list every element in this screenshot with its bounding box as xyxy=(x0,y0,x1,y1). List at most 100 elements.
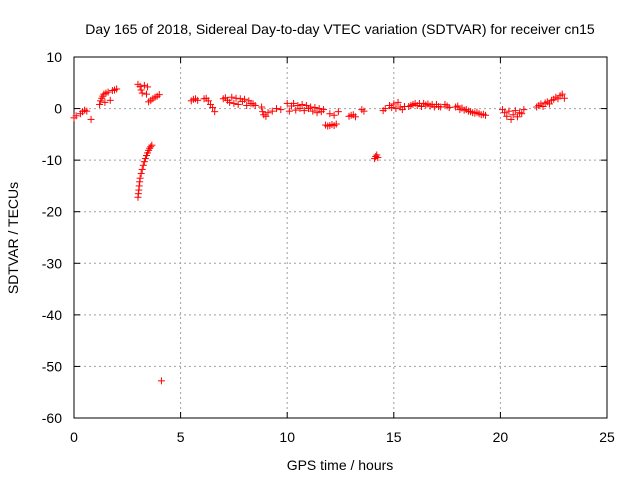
data-point xyxy=(437,103,445,111)
y-tick-label: -10 xyxy=(42,152,62,168)
data-point xyxy=(258,103,266,111)
data-point xyxy=(392,105,400,113)
x-tick-label: 25 xyxy=(599,429,615,445)
data-point xyxy=(454,102,462,110)
x-tick-label: 15 xyxy=(386,429,402,445)
data-point xyxy=(241,95,249,103)
data-point xyxy=(140,158,148,166)
data-point xyxy=(374,154,382,162)
data-point xyxy=(87,115,95,123)
data-point xyxy=(300,107,308,115)
data-point xyxy=(319,106,327,114)
data-point xyxy=(298,100,306,108)
data-point xyxy=(283,99,291,107)
data-point xyxy=(147,143,155,151)
data-point xyxy=(140,81,148,89)
y-tick-label: -30 xyxy=(42,255,62,271)
data-point xyxy=(157,377,165,385)
y-tick-label: -50 xyxy=(42,358,62,374)
data-point xyxy=(137,86,145,94)
data-point xyxy=(277,106,285,114)
x-tick-label: 0 xyxy=(70,429,78,445)
data-point xyxy=(388,104,396,112)
data-point xyxy=(290,99,298,107)
data-point xyxy=(503,112,511,120)
data-point xyxy=(243,101,251,109)
data-point xyxy=(72,112,80,120)
data-point xyxy=(313,109,321,117)
data-point xyxy=(518,110,526,118)
data-point xyxy=(334,108,342,116)
data-point xyxy=(311,104,319,112)
data-point xyxy=(136,174,144,182)
data-point xyxy=(113,85,121,93)
data-point xyxy=(211,108,219,116)
data-point xyxy=(101,98,109,106)
data-point xyxy=(148,141,156,149)
data-point xyxy=(273,105,281,113)
data-point xyxy=(139,161,147,169)
data-point xyxy=(390,100,398,108)
data-point xyxy=(360,107,368,115)
data-point xyxy=(226,98,234,106)
y-tick-label: 10 xyxy=(46,49,62,65)
y-tick-label: 0 xyxy=(54,101,62,117)
y-axis-label: SDTVAR / TECUs xyxy=(5,182,21,294)
data-point xyxy=(505,107,513,115)
data-point xyxy=(539,103,547,111)
data-point xyxy=(138,89,146,97)
data-point xyxy=(326,110,334,118)
data-points xyxy=(70,80,568,385)
data-point xyxy=(141,155,149,163)
chart-title: Day 165 of 2018, Sidereal Day-to-day VTE… xyxy=(85,21,595,37)
data-point xyxy=(394,98,402,106)
x-axis-label: GPS time / hours xyxy=(287,457,394,473)
data-point xyxy=(330,111,338,119)
data-point xyxy=(509,111,517,119)
y-tick-label: -40 xyxy=(42,307,62,323)
data-point xyxy=(204,97,212,105)
data-point xyxy=(309,107,317,115)
data-point xyxy=(481,111,489,119)
data-point xyxy=(296,105,304,113)
data-point xyxy=(285,107,293,115)
data-point xyxy=(513,113,521,121)
data-point xyxy=(351,113,359,121)
data-point xyxy=(104,88,112,96)
data-point xyxy=(209,104,217,112)
plot-frame xyxy=(73,56,608,419)
data-point xyxy=(268,107,276,115)
x-tick-label: 5 xyxy=(177,429,185,445)
data-point xyxy=(144,83,152,91)
grid xyxy=(74,57,607,418)
data-point xyxy=(259,108,267,116)
data-point xyxy=(332,120,340,128)
data-point xyxy=(136,82,144,90)
data-point xyxy=(155,91,163,99)
y-tick-label: -60 xyxy=(42,410,62,426)
data-point xyxy=(194,96,202,104)
data-point xyxy=(501,109,509,117)
data-point xyxy=(307,103,315,111)
data-point xyxy=(142,90,150,98)
data-point xyxy=(511,107,519,115)
ticks: 0 5 10 15 20 25 10 0 -10 -20 -30 -40 -50 -60 xyxy=(42,49,615,445)
data-point xyxy=(381,105,389,113)
data-point xyxy=(228,93,236,101)
data-point xyxy=(106,96,114,104)
data-point xyxy=(507,115,515,123)
y-tick-label: -20 xyxy=(42,204,62,220)
data-point xyxy=(230,99,238,107)
data-point xyxy=(545,100,553,108)
data-point xyxy=(96,100,104,108)
data-point xyxy=(292,106,300,114)
data-point xyxy=(262,112,270,120)
data-point xyxy=(234,100,242,108)
x-tick-label: 20 xyxy=(493,429,509,445)
data-point xyxy=(264,109,272,117)
data-point xyxy=(83,107,91,115)
data-point xyxy=(232,94,240,102)
x-tick-label: 10 xyxy=(279,429,295,445)
data-point xyxy=(251,101,259,109)
